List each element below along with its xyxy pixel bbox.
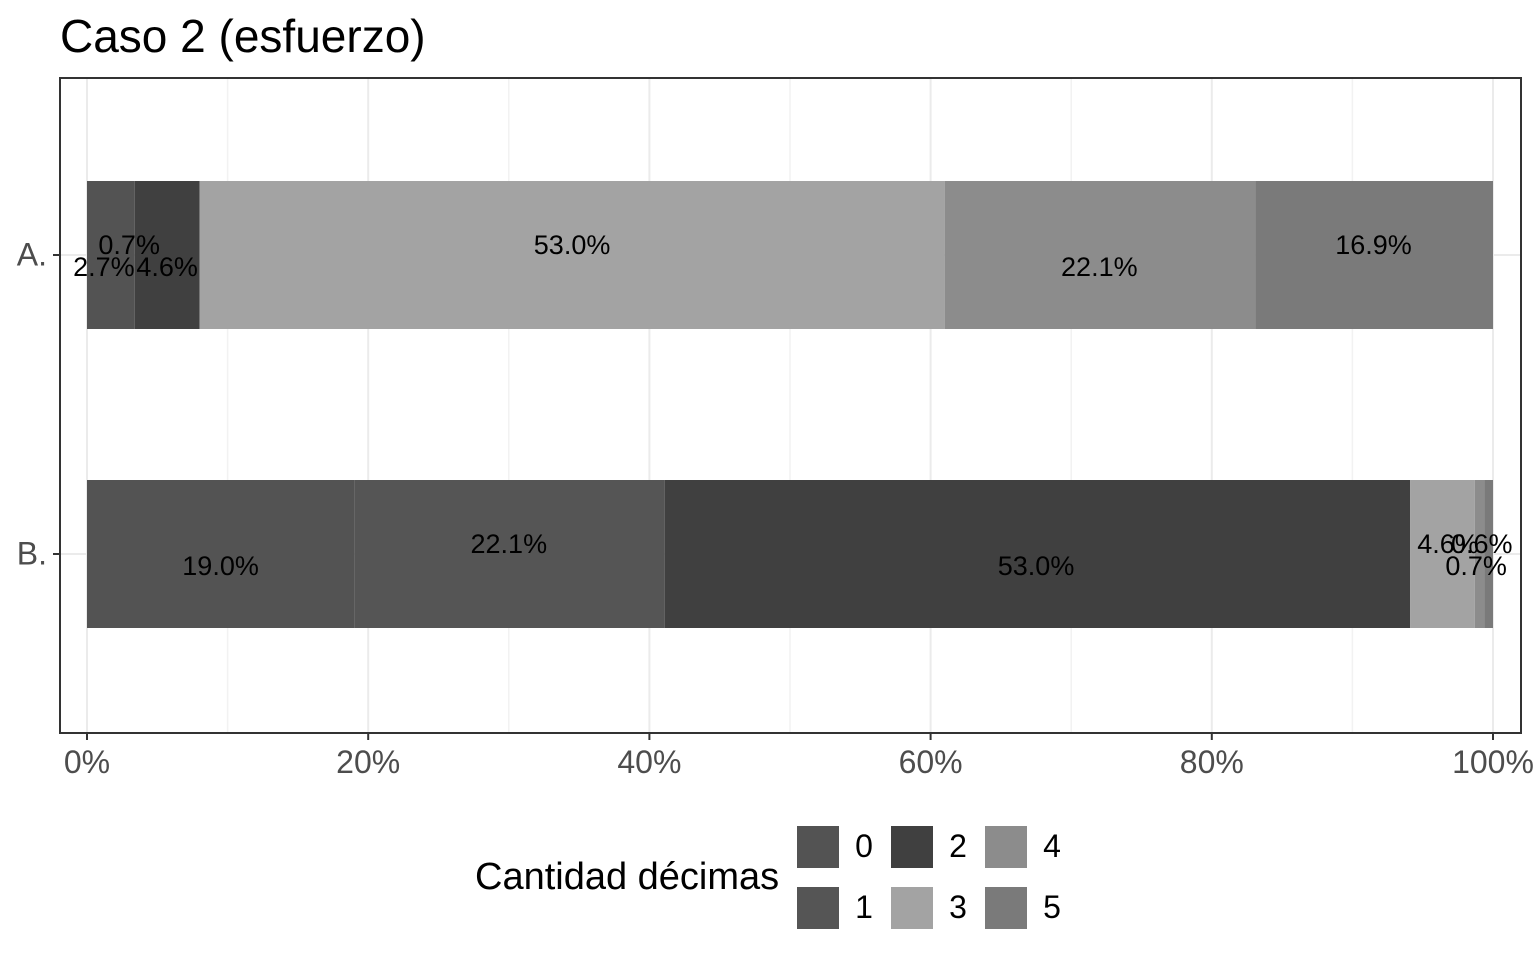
- bar-b-series-3: [1410, 480, 1475, 628]
- data-label: 53.0%: [998, 551, 1075, 581]
- legend-keys: 0 1 2 3 4 5: [797, 816, 1079, 938]
- data-label: 0.6%: [1451, 529, 1513, 559]
- legend-label: 2: [949, 828, 967, 864]
- data-label: 4.6%: [136, 252, 198, 282]
- legend-key-1: 1: [797, 877, 891, 938]
- legend-swatch: [891, 825, 934, 868]
- bar-a-series-0: [87, 181, 135, 329]
- legend-swatch: [985, 825, 1028, 868]
- chart-title: Caso 2 (esfuerzo): [60, 10, 426, 62]
- bar-b-series-2: [664, 480, 1411, 628]
- x-tick-label: 0%: [64, 744, 110, 780]
- y-tick-label: A.: [17, 236, 47, 272]
- legend-key-2: 2: [891, 816, 985, 877]
- legend-swatch: [797, 825, 840, 868]
- data-label: 2.7%: [73, 252, 135, 282]
- data-label: 0.7%: [98, 230, 160, 260]
- legend-key-4: 4: [985, 816, 1079, 877]
- y-tick-label: B.: [17, 535, 47, 571]
- legend-swatch: [891, 886, 934, 929]
- bar-b-series-0: [87, 480, 355, 628]
- data-label: 53.0%: [534, 230, 611, 260]
- legend-swatch: [985, 886, 1028, 929]
- legend-key-5: 5: [985, 877, 1079, 938]
- plot-border: [59, 77, 1522, 734]
- legend-key-0: 0: [797, 816, 891, 877]
- legend-key-3: 3: [891, 877, 985, 938]
- data-label: 22.1%: [471, 529, 548, 559]
- bar-a-series-3: [199, 181, 945, 329]
- legend-label: 3: [949, 889, 967, 925]
- legend-label: 1: [855, 889, 873, 925]
- legend-label: 5: [1043, 889, 1061, 925]
- bar-a-series-4: [944, 181, 1256, 329]
- bar-b-series-5: [1484, 480, 1493, 628]
- legend-label: 0: [855, 828, 873, 864]
- bar-a-series-5: [1255, 181, 1493, 329]
- x-tick-label: 100%: [1452, 744, 1534, 780]
- data-label: 0.7%: [1445, 551, 1507, 581]
- x-tick-label: 60%: [899, 744, 963, 780]
- data-label: 16.9%: [1335, 230, 1412, 260]
- bar-b-series-1: [354, 480, 665, 628]
- bar-a-series-2: [134, 181, 200, 329]
- x-tick-label: 40%: [617, 744, 681, 780]
- x-tick-label: 80%: [1180, 744, 1244, 780]
- bar-b-series-4: [1474, 480, 1485, 628]
- x-tick-label: 20%: [336, 744, 400, 780]
- legend-title: Cantidad décimas: [475, 855, 780, 898]
- legend-swatch: [797, 886, 840, 929]
- data-label: 19.0%: [182, 551, 259, 581]
- data-label: 22.1%: [1061, 252, 1138, 282]
- legend-label: 4: [1043, 828, 1061, 864]
- legend: Cantidad décimas 0 1 2 3 4 5: [475, 822, 1079, 932]
- data-label: 4.6%: [1417, 529, 1479, 559]
